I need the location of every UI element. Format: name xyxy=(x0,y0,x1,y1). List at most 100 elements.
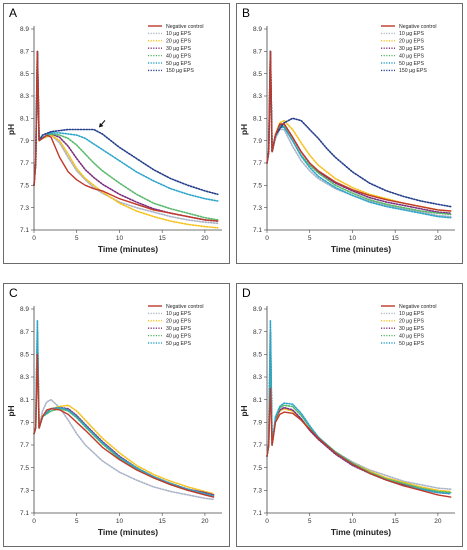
y-tick-label: 7.1 xyxy=(253,510,262,517)
chart-d: 7.1 7.3 7.5 7.7 7.9 8.1 8.3 8.5 8.7 8.9 0 5 10 15 20 Ti… xyxy=(239,304,455,537)
x-axis-label: Time (minutes) xyxy=(98,527,158,537)
chart-c: 7.1 7.3 7.5 7.7 7.9 8.1 8.3 8.5 8.7 8.9 0 5 10 15 20 Ti… xyxy=(6,304,222,537)
y-tick-label: 7.5 xyxy=(253,465,262,472)
panel-label: A xyxy=(9,6,18,20)
legend-label: 20 µg EPS xyxy=(166,319,191,325)
legend-label: 10 µg EPS xyxy=(399,31,424,37)
y-tick-label: 7.3 xyxy=(20,488,29,495)
y-tick-label: 7.7 xyxy=(253,442,262,449)
y-tick-label: 8.7 xyxy=(20,329,29,336)
y-tick-label: 7.3 xyxy=(253,488,262,495)
x-tick-label: 15 xyxy=(159,235,167,242)
series-line-40-g-eps xyxy=(266,342,452,494)
x-tick-label: 5 xyxy=(75,518,79,525)
y-tick-label: 7.9 xyxy=(253,138,262,145)
y-tick-label: 8.1 xyxy=(253,116,262,123)
legend-label: 50 µg EPS xyxy=(399,61,424,67)
x-tick-label: 15 xyxy=(392,235,400,242)
panel-label: D xyxy=(242,286,251,300)
legend-label: 50 µg EPS xyxy=(166,61,191,67)
annotation-arrowhead xyxy=(98,122,104,128)
panel-a: A 7.1 7.3 7.5 7.7 7.9 8.1 8.3 8.5 8.7 8.9 0 5 10 15 20… xyxy=(3,3,230,264)
chart-b: 7.1 7.3 7.5 7.7 7.9 8.1 8.3 8.5 8.7 8.9 0 5 10 15 20 Ti… xyxy=(239,24,455,254)
x-axis-label: Time (minutes) xyxy=(98,244,158,254)
series-line-20-g-eps xyxy=(33,330,215,495)
y-tick-label: 8.3 xyxy=(253,374,262,381)
x-tick-label: 0 xyxy=(265,235,269,242)
legend-label: 10 µg EPS xyxy=(399,311,424,317)
series-line-negative-control xyxy=(33,50,219,222)
x-tick-label: 10 xyxy=(349,518,357,525)
y-axis-label: pH xyxy=(6,124,16,135)
series-line-negative-control xyxy=(266,50,452,212)
y-tick-label: 8.9 xyxy=(253,306,262,313)
legend-label: 30 µg EPS xyxy=(166,46,191,52)
legend-label: 30 µg EPS xyxy=(399,46,424,52)
series-line-30-g-eps xyxy=(33,330,215,496)
legend-label: 40 µg EPS xyxy=(399,333,424,339)
x-tick-label: 10 xyxy=(116,518,124,525)
y-tick-label: 7.1 xyxy=(253,227,262,234)
series-line-negative-control xyxy=(33,353,215,498)
y-tick-label: 7.9 xyxy=(253,420,262,427)
x-tick-label: 5 xyxy=(308,235,312,242)
y-tick-label: 7.7 xyxy=(253,160,262,167)
legend-label: 50 µg EPS xyxy=(166,341,191,347)
legend-label: 20 µg EPS xyxy=(399,319,424,325)
y-tick-label: 8.7 xyxy=(20,49,29,56)
legend-label: 150 µg EPS xyxy=(399,68,427,74)
y-tick-label: 8.5 xyxy=(20,71,29,78)
legend-label: Negative control xyxy=(399,24,437,30)
series-line-10-g-eps xyxy=(33,330,215,501)
y-tick-label: 8.7 xyxy=(253,49,262,56)
y-tick-label: 8.5 xyxy=(253,352,262,359)
y-tick-label: 7.3 xyxy=(253,205,262,212)
x-tick-label: 20 xyxy=(201,518,209,525)
x-tick-label: 0 xyxy=(32,235,36,242)
x-tick-label: 0 xyxy=(265,518,269,525)
x-tick-label: 10 xyxy=(116,235,124,242)
y-tick-label: 7.5 xyxy=(253,183,262,190)
panel-d: D 7.1 7.3 7.5 7.7 7.9 8.1 8.3 8.5 8.7 8.9 0 5 10 15 20… xyxy=(236,283,463,547)
legend-label: 50 µg EPS xyxy=(399,341,424,347)
x-tick-label: 10 xyxy=(349,235,357,242)
y-tick-label: 7.9 xyxy=(20,420,29,427)
legend-label: Negative control xyxy=(399,304,437,310)
y-tick-label: 7.7 xyxy=(20,442,29,449)
series-line-40-g-eps xyxy=(33,330,215,497)
chart-a: 7.1 7.3 7.5 7.7 7.9 8.1 8.3 8.5 8.7 8.9 0 5 10 15 20 Ti… xyxy=(6,24,222,254)
x-tick-label: 20 xyxy=(434,235,442,242)
legend-label: Negative control xyxy=(166,304,204,310)
legend-label: 20 µg EPS xyxy=(399,39,424,45)
x-axis-label: Time (minutes) xyxy=(331,244,391,254)
series-line-30-g-eps xyxy=(266,330,452,495)
legend-label: 20 µg EPS xyxy=(166,39,191,45)
y-tick-label: 7.7 xyxy=(20,160,29,167)
y-tick-label: 7.5 xyxy=(20,465,29,472)
legend-label: 40 µg EPS xyxy=(166,53,191,59)
legend-label: 40 µg EPS xyxy=(399,53,424,59)
series-line-negative-control xyxy=(266,387,452,498)
y-tick-label: 7.3 xyxy=(20,205,29,212)
y-axis-label: pH xyxy=(239,124,249,135)
panel-c: C 7.1 7.3 7.5 7.7 7.9 8.1 8.3 8.5 8.7 8.9 0 5 10 15 20… xyxy=(3,283,230,547)
x-tick-label: 20 xyxy=(201,235,209,242)
y-tick-label: 7.1 xyxy=(20,227,29,234)
legend-label: 30 µg EPS xyxy=(399,326,424,332)
legend-label: 10 µg EPS xyxy=(166,311,191,317)
x-tick-label: 5 xyxy=(308,518,312,525)
series-line-20-g-eps xyxy=(266,50,452,212)
panel-label: B xyxy=(242,6,251,20)
legend-label: 30 µg EPS xyxy=(166,326,191,332)
y-tick-label: 8.9 xyxy=(253,26,262,33)
series-line-150-g-eps xyxy=(266,50,452,208)
legend-label: Negative control xyxy=(166,24,204,30)
y-axis-label: pH xyxy=(6,405,16,416)
y-tick-label: 8.1 xyxy=(253,397,262,404)
x-tick-label: 20 xyxy=(434,518,442,525)
y-tick-label: 8.3 xyxy=(20,374,29,381)
y-tick-label: 8.1 xyxy=(20,116,29,123)
y-tick-label: 8.7 xyxy=(253,329,262,336)
y-tick-label: 7.9 xyxy=(20,138,29,145)
y-tick-label: 8.3 xyxy=(253,93,262,100)
